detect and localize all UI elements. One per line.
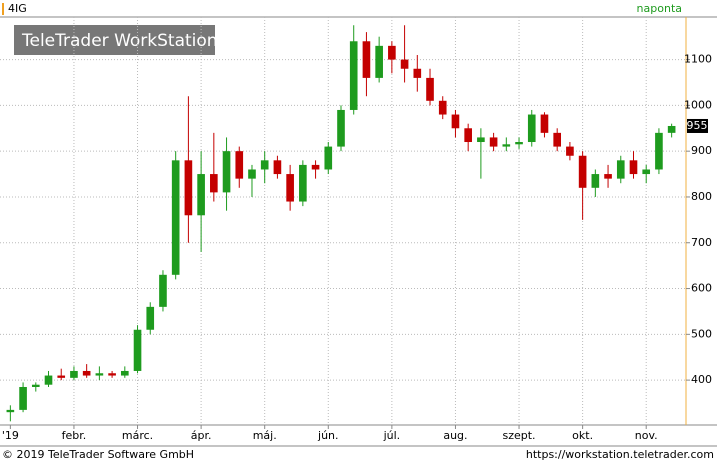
candle-body [502, 144, 511, 147]
symbol-marker [2, 3, 4, 15]
candle-body [146, 306, 155, 330]
y-tick-label: 800 [691, 190, 712, 203]
candle-body [426, 77, 434, 101]
candle-body [108, 373, 116, 376]
candle-body [489, 137, 498, 147]
candle-body [120, 370, 129, 376]
candle-body [515, 142, 523, 145]
candle-body [451, 114, 460, 129]
y-tick-label: 600 [691, 282, 712, 295]
candle-body [464, 128, 472, 143]
candle-body [553, 132, 562, 147]
candle-body [311, 164, 320, 170]
candle-body [362, 41, 371, 78]
candle-body [540, 114, 549, 133]
last-price-box [687, 118, 708, 133]
candle-body [400, 59, 409, 69]
candle-body [438, 100, 447, 115]
candle-body [578, 155, 587, 188]
candle-body [527, 114, 536, 143]
candle-body [197, 174, 205, 216]
candle-body [286, 174, 294, 202]
candle-body [82, 370, 91, 376]
candle-body [477, 137, 485, 143]
candle-body [248, 169, 256, 179]
y-tick-label: 500 [691, 327, 712, 340]
candle-body [604, 174, 612, 179]
candle-body [19, 386, 27, 410]
candle-body [57, 375, 66, 378]
candle-body [133, 329, 142, 371]
candle-body [184, 160, 193, 216]
candle-body [324, 146, 333, 170]
candle-body [6, 409, 15, 413]
candle-body [171, 160, 180, 275]
y-tick-label: 700 [691, 236, 712, 249]
candle-body [375, 45, 383, 78]
x-tick-label: márc. [122, 429, 153, 442]
candle-body [655, 132, 663, 170]
candle-body [222, 151, 231, 193]
candle-body [616, 160, 625, 179]
candle-body [667, 125, 676, 133]
x-tick-label: szept. [502, 429, 535, 442]
candle-body [70, 370, 78, 378]
watermark-box [14, 25, 215, 55]
candle-body [388, 45, 396, 60]
candle-body [349, 41, 358, 110]
x-tick-label: nov. [635, 429, 658, 442]
x-tick-label: '19 [2, 429, 19, 442]
candle-body [299, 164, 307, 202]
candle-body [413, 68, 422, 78]
candle-body [629, 160, 638, 175]
candle-body [31, 384, 40, 387]
x-tick-label: máj. [253, 429, 277, 442]
watermark: TeleTrader WorkStation [21, 31, 218, 51]
candle-body [273, 160, 282, 175]
x-tick-label: jún. [317, 429, 339, 442]
candle-body [260, 160, 269, 170]
candle-body [235, 151, 244, 179]
x-tick-label: febr. [62, 429, 87, 442]
symbol: 4IG [8, 2, 27, 15]
url: https://workstation.teletrader.com [526, 448, 714, 461]
period: naponta [637, 2, 682, 15]
x-tick-label: okt. [572, 429, 593, 442]
y-tick-label: 900 [691, 144, 712, 157]
candle-body [642, 169, 651, 175]
copyright: © 2019 TeleTrader Software GmbH [2, 448, 194, 461]
last-price: 955 [687, 119, 708, 132]
x-tick-label: ápr. [191, 429, 212, 442]
candle-body [591, 174, 600, 188]
y-tick-label: 1000 [684, 98, 712, 111]
x-tick-label: júl. [383, 429, 401, 442]
y-tick-label: 400 [691, 373, 712, 386]
x-tick-label: aug. [443, 429, 467, 442]
y-tick-label: 1100 [684, 53, 712, 66]
candle-body [210, 174, 218, 193]
candle-body [95, 373, 104, 376]
candle-body [566, 146, 574, 156]
candle-body [337, 109, 345, 147]
candle-body [44, 375, 53, 385]
candle-body [159, 274, 167, 307]
